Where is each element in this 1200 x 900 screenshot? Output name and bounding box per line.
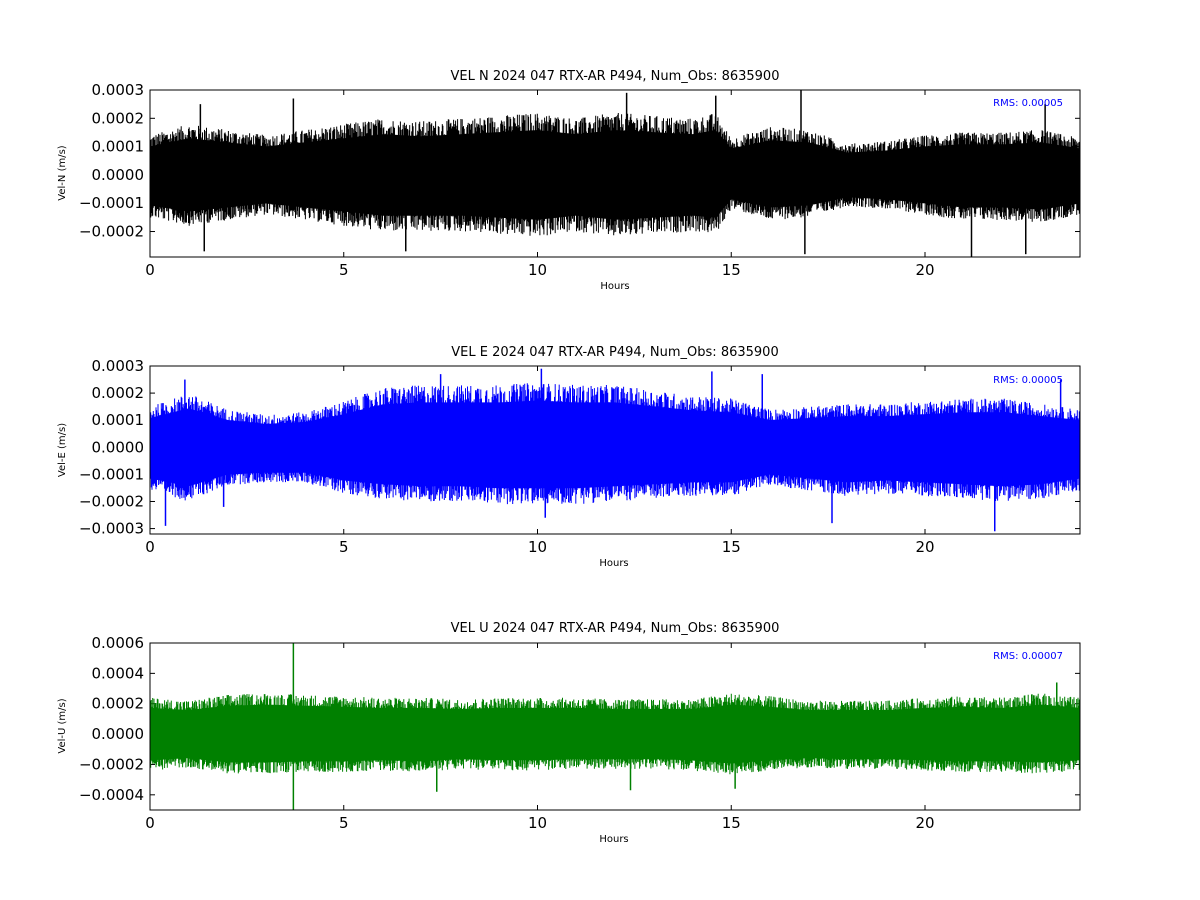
- series-noise: [150, 383, 1080, 505]
- series-line: [150, 368, 1080, 532]
- y-tick-label: 0.0002: [92, 384, 145, 402]
- y-tick-label: 0.0000: [92, 166, 145, 184]
- x-tick-label: 20: [915, 538, 934, 556]
- y-tick-label: −0.0003: [79, 520, 144, 538]
- x-tick-label: 10: [528, 538, 547, 556]
- panel-vel-n-xlabel: Hours: [600, 281, 629, 292]
- x-tick-label: 5: [339, 538, 349, 556]
- panel-vel-n-ticks: 0 5 10 15 20 0.0003 0.0002 0.0001 0.0000 −0.0001 −…: [79, 81, 1080, 279]
- series-noise: [150, 693, 1080, 775]
- y-tick-label: −0.0001: [79, 465, 144, 483]
- panel-vel-u-ticks: 0 5 10 15 20 0.0006 0.0004 0.0002 0.0000 −0.0002 −…: [79, 634, 1080, 832]
- panel-vel-u-ylabel: Vel-U (m/s): [57, 698, 68, 753]
- panel-vel-u-title: VEL U 2024 047 RTX-AR P494, Num_Obs: 863…: [451, 621, 780, 636]
- panel-vel-n-frame: [149, 89, 1081, 258]
- panel-vel-e-ticks: 0 5 10 15 20 0.0003 0.0002 0.0001 0.0000 −0.0001 −…: [79, 357, 1080, 556]
- panel-vel-n-ylabel: Vel-N (m/s): [57, 145, 68, 200]
- y-tick-label: 0.0006: [92, 634, 145, 652]
- panel-vel-u-rms: RMS: 0.00007: [993, 651, 1063, 662]
- panel-vel-e-series: [150, 368, 1080, 532]
- y-tick-label: −0.0004: [79, 786, 144, 804]
- panel-vel-u: VEL U 2024 047 RTX-AR P494, Num_Obs: 863…: [57, 621, 1081, 845]
- panel-vel-n-rms: RMS: 0.00005: [993, 98, 1063, 109]
- x-tick-label: 10: [528, 814, 547, 832]
- y-tick-label: 0.0002: [92, 109, 145, 127]
- y-tick-label: 0.0000: [92, 725, 145, 743]
- panel-vel-e-frame: [149, 365, 1081, 535]
- x-tick-label: 0: [145, 814, 155, 832]
- panel-vel-e: VEL E 2024 047 RTX-AR P494, Num_Obs: 863…: [57, 345, 1081, 569]
- series-line: [150, 90, 1080, 257]
- y-tick-label: −0.0001: [79, 194, 144, 212]
- x-tick-label: 0: [145, 261, 155, 279]
- y-tick-label: 0.0003: [92, 357, 145, 375]
- panel-vel-e-rms: RMS: 0.00005: [993, 375, 1063, 386]
- x-tick-label: 15: [722, 538, 741, 556]
- panel-vel-u-xlabel: Hours: [599, 834, 628, 845]
- panel-vel-e-ylabel: Vel-E (m/s): [57, 423, 68, 477]
- x-tick-label: 15: [722, 261, 741, 279]
- y-tick-label: −0.0002: [79, 223, 144, 241]
- y-tick-label: −0.0002: [79, 492, 144, 510]
- x-tick-label: 5: [339, 814, 349, 832]
- y-tick-label: −0.0002: [79, 755, 144, 773]
- y-tick-label: 0.0003: [92, 81, 145, 99]
- x-tick-label: 20: [915, 814, 934, 832]
- series-line: [150, 643, 1080, 810]
- x-tick-label: 5: [339, 261, 349, 279]
- panel-vel-e-xlabel: Hours: [599, 558, 628, 569]
- panel-vel-u-frame: [149, 642, 1081, 811]
- x-tick-label: 20: [915, 261, 934, 279]
- x-tick-label: 10: [528, 261, 547, 279]
- x-tick-label: 15: [722, 814, 741, 832]
- y-tick-label: 0.0000: [92, 438, 145, 456]
- y-tick-label: 0.0001: [92, 411, 145, 429]
- y-tick-label: 0.0004: [92, 664, 145, 682]
- panel-vel-u-series: [150, 643, 1080, 810]
- panel-vel-e-title: VEL E 2024 047 RTX-AR P494, Num_Obs: 863…: [451, 345, 778, 360]
- y-tick-label: 0.0002: [92, 695, 145, 713]
- series-noise: [150, 113, 1080, 236]
- x-tick-label: 0: [145, 538, 155, 556]
- y-tick-label: 0.0001: [92, 138, 145, 156]
- panel-vel-n-series: [150, 90, 1080, 257]
- panel-vel-n-title: VEL N 2024 047 RTX-AR P494, Num_Obs: 863…: [451, 69, 780, 84]
- panel-vel-n: VEL N 2024 047 RTX-AR P494, Num_Obs: 863…: [57, 69, 1081, 292]
